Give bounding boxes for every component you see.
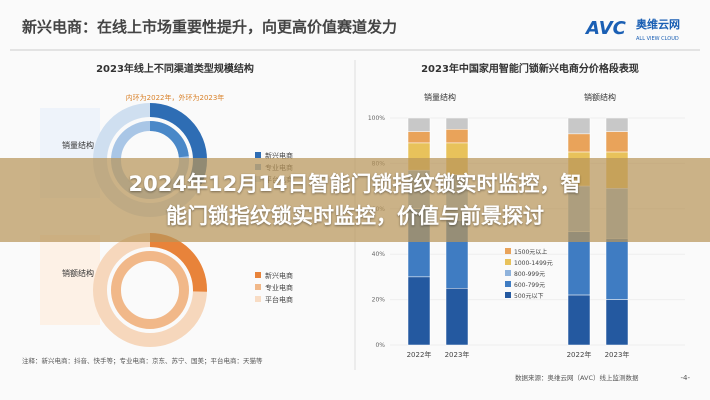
- logo-en: ALL VIEW CLOUD: [636, 36, 679, 42]
- donut-label: 销量结构: [62, 140, 94, 150]
- y-tick-label: 20%: [372, 297, 386, 304]
- panel: [40, 235, 100, 325]
- bar-segment: [567, 133, 591, 153]
- x-label: 2023年: [445, 350, 470, 359]
- overlay-title: 2024年12月14日智能门锁指纹锁实时监控，智 能门锁指纹锁实时监控，价值与前…: [0, 158, 710, 242]
- bar-segment: [605, 131, 629, 153]
- bar-segment: [605, 238, 629, 300]
- logo-cn: 奥维云网: [635, 17, 680, 31]
- legend-swatch: [505, 259, 511, 265]
- legend-label: 1000-1499元: [514, 260, 553, 267]
- left-note: 内环为2022年，外环为2023年: [126, 93, 225, 102]
- legend-swatch: [505, 248, 511, 254]
- legend-swatch: [505, 292, 511, 298]
- legend-label: 专业电商: [265, 283, 293, 292]
- legend-swatch: [505, 270, 511, 276]
- legend-swatch: [505, 281, 511, 287]
- overlay-line: 能门锁指纹锁实时监控，价值与前景探讨: [166, 204, 544, 228]
- overlay-line: 2024年12月14日智能门锁指纹锁实时监控，智: [128, 172, 582, 196]
- legend-label: 1500元以上: [514, 248, 547, 256]
- legend-swatch: [255, 272, 261, 278]
- legend-label: 新兴电商: [265, 271, 293, 280]
- donut-label: 销额结构: [62, 268, 94, 278]
- legend-swatch: [255, 152, 261, 158]
- bar-segment: [407, 131, 431, 144]
- header-title: 新兴电商：在线上市场重要性提升，向更高价值赛道发力: [22, 18, 397, 36]
- x-label: 2022年: [407, 350, 432, 359]
- legend-swatch: [255, 296, 261, 302]
- panel-title: 销量结构: [424, 92, 456, 102]
- bar-segment: [445, 117, 469, 130]
- bar-segment: [567, 117, 591, 135]
- bar-segment: [407, 276, 431, 346]
- right-title: 2023年中国家用智能门锁新兴电商分价格段表现: [421, 62, 639, 75]
- bar-segment: [605, 299, 629, 346]
- legend-swatch: [255, 284, 261, 290]
- y-tick-label: 40%: [372, 251, 386, 258]
- footer-source: 数据来源：奥维云网（AVC）线上监测数据: [515, 373, 639, 382]
- page-number: -4-: [680, 374, 690, 382]
- panel-title: 销额结构: [584, 92, 616, 102]
- legend-label: 600-799元: [514, 282, 545, 289]
- logo: AVC: [584, 18, 627, 39]
- legend-label: 平台电商: [265, 295, 293, 304]
- legend-label: 新兴电商: [265, 151, 293, 160]
- bar-segment: [605, 117, 629, 132]
- x-label: 2023年: [605, 350, 630, 359]
- left-source: 注释：新兴电商：抖音、快手等；专业电商：京东、苏宁、国美；平台电商：天猫等: [22, 356, 263, 365]
- legend-label: 800-999元: [514, 271, 545, 278]
- bar-segment: [445, 288, 469, 346]
- bar-segment: [445, 129, 469, 144]
- ring-segment: [111, 121, 189, 199]
- bar-segment: [407, 117, 431, 132]
- y-tick-label: 100%: [368, 115, 385, 122]
- bar-segment: [567, 294, 591, 346]
- legend-label: 500元以下: [514, 293, 543, 300]
- left-title: 2023年线上不同渠道类型规模结构: [96, 62, 254, 75]
- x-label: 2022年: [567, 350, 592, 359]
- ring: [111, 251, 189, 329]
- y-tick-label: 0%: [375, 342, 385, 349]
